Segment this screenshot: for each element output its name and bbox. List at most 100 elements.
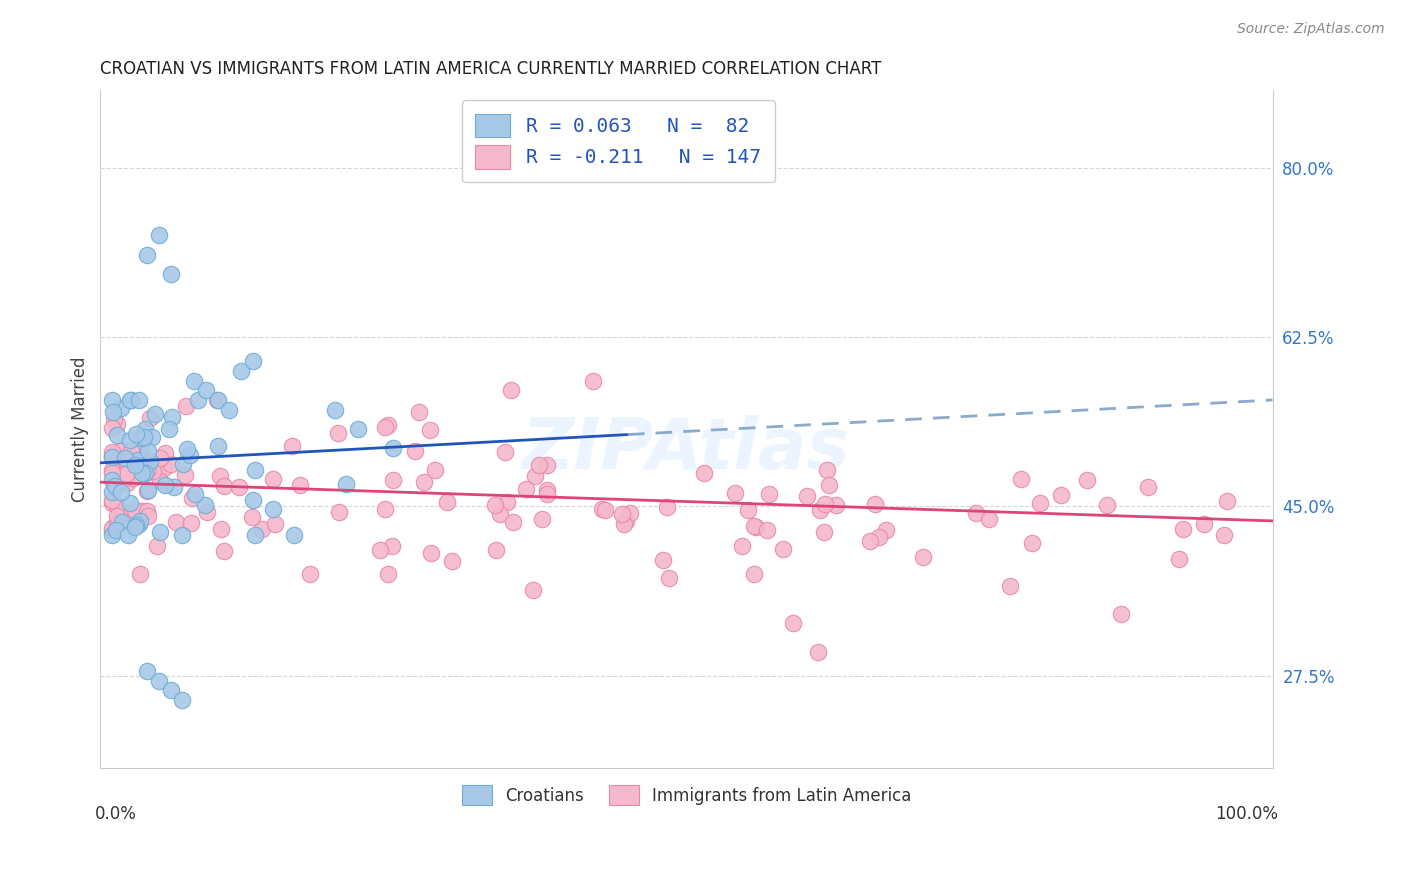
Point <box>381 539 404 553</box>
Point <box>758 487 780 501</box>
Point <box>591 502 613 516</box>
Point <box>120 392 142 407</box>
Point <box>124 503 146 517</box>
Point <box>174 399 197 413</box>
Point <box>136 463 159 477</box>
Point <box>180 491 202 506</box>
Point <box>1192 517 1215 532</box>
Point <box>652 553 675 567</box>
Point <box>824 498 846 512</box>
Point <box>128 392 150 407</box>
Point <box>145 461 167 475</box>
Point <box>145 539 167 553</box>
Point <box>143 407 166 421</box>
Point <box>142 464 165 478</box>
Point <box>149 474 172 488</box>
Point <box>228 480 250 494</box>
Point <box>101 444 124 458</box>
Point <box>619 506 641 520</box>
Point <box>139 410 162 425</box>
Point <box>813 525 835 540</box>
Legend: Croatians, Immigrants from Latin America: Croatians, Immigrants from Latin America <box>453 777 920 814</box>
Point <box>368 543 391 558</box>
Point <box>136 443 159 458</box>
Point <box>485 543 508 558</box>
Point <box>240 509 263 524</box>
Point <box>195 505 218 519</box>
Point <box>745 520 768 534</box>
Point <box>163 480 186 494</box>
Point <box>129 514 152 528</box>
Point <box>299 567 322 582</box>
Point <box>104 479 127 493</box>
Point <box>522 583 544 598</box>
Point <box>124 458 146 472</box>
Point <box>419 423 441 437</box>
Point <box>420 546 443 560</box>
Point <box>374 502 396 516</box>
Point <box>129 431 152 445</box>
Point <box>283 528 305 542</box>
Point <box>101 496 124 510</box>
Point <box>1050 488 1073 502</box>
Point <box>212 479 235 493</box>
Point <box>209 522 232 536</box>
Point <box>129 567 152 582</box>
Point <box>115 467 138 482</box>
Point <box>413 475 436 490</box>
Point <box>139 454 162 468</box>
Point <box>172 457 194 471</box>
Point <box>122 471 145 485</box>
Point <box>502 516 524 530</box>
Point <box>335 477 357 491</box>
Point <box>494 444 516 458</box>
Point <box>104 524 127 538</box>
Point <box>134 422 156 436</box>
Point <box>118 496 141 510</box>
Point <box>194 384 217 398</box>
Point <box>582 374 605 388</box>
Point <box>110 401 132 416</box>
Point <box>136 483 159 498</box>
Point <box>742 518 765 533</box>
Point <box>731 539 754 553</box>
Point <box>105 428 128 442</box>
Point <box>496 495 519 509</box>
Point <box>155 477 177 491</box>
Point <box>103 412 125 426</box>
Point <box>132 430 155 444</box>
Point <box>131 504 153 518</box>
Point <box>489 508 512 522</box>
Point <box>183 487 205 501</box>
Point <box>484 498 506 512</box>
Point <box>817 478 839 492</box>
Point <box>172 528 194 542</box>
Point <box>128 453 150 467</box>
Point <box>101 485 124 500</box>
Point <box>1095 498 1118 512</box>
Point <box>160 410 183 425</box>
Point <box>174 468 197 483</box>
Point <box>134 466 156 480</box>
Point <box>724 485 747 500</box>
Point <box>382 442 405 456</box>
Text: ZIPAtlas: ZIPAtlas <box>522 415 851 483</box>
Point <box>404 444 426 458</box>
Point <box>1168 551 1191 566</box>
Point <box>117 528 139 542</box>
Point <box>693 466 716 480</box>
Point <box>347 422 370 436</box>
Point <box>136 484 159 499</box>
Point <box>868 530 890 544</box>
Point <box>657 500 679 514</box>
Point <box>101 421 124 435</box>
Point <box>658 571 681 585</box>
Point <box>166 515 188 529</box>
Point <box>524 469 547 483</box>
Point <box>101 405 124 419</box>
Point <box>105 417 128 431</box>
Point <box>149 450 172 465</box>
Point <box>796 489 818 503</box>
Point <box>808 502 831 516</box>
Point <box>136 508 159 523</box>
